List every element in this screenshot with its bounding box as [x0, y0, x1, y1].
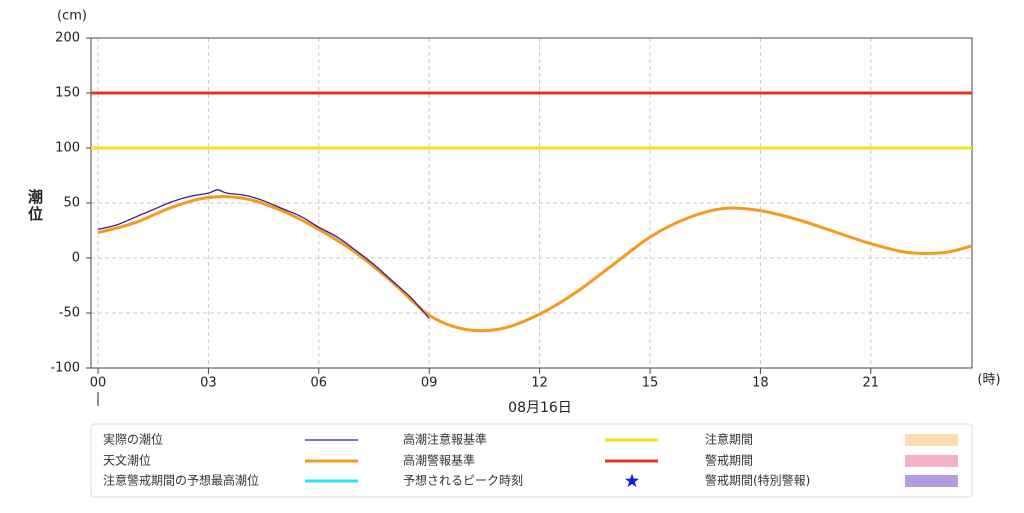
x-tick-label: 18 — [752, 376, 769, 391]
plot-frame — [90, 37, 973, 369]
y-tick-label: 100 — [55, 141, 80, 156]
x-tick-label: 03 — [200, 376, 217, 391]
x-tick-label: 21 — [863, 376, 880, 391]
y-axis-label: 潮位 — [26, 188, 44, 223]
legend-box — [90, 423, 973, 498]
legend-star — [624, 473, 640, 488]
legend-label: 予想されるピーク時刻 — [403, 473, 523, 488]
x-tick-label: 09 — [421, 376, 438, 391]
tide-line — [97, 189, 430, 319]
x-tick-label: 12 — [531, 376, 548, 391]
y-tick-label: -100 — [50, 361, 80, 376]
y-tick-label: 50 — [63, 196, 80, 211]
tide-line — [97, 195, 973, 333]
legend-label: 天文潮位 — [103, 453, 151, 468]
date-label: 08月16日 — [508, 400, 572, 416]
y-tick-label: -50 — [59, 306, 80, 321]
legend-label: 注意警戒期間の予想最高潮位 — [103, 473, 259, 488]
legend-label: 警戒期間(特別警報) — [705, 473, 810, 488]
legend-label: 注意期間 — [705, 432, 753, 447]
x-unit: (時) — [977, 373, 1000, 388]
y-tick-label: 0 — [72, 251, 80, 266]
x-tick-label: 06 — [311, 376, 328, 391]
y-unit: (cm) — [57, 9, 87, 24]
legend-label: 警戒期間 — [705, 453, 753, 468]
y-tick-label: 200 — [55, 31, 80, 46]
x-tick-label: 15 — [642, 376, 659, 391]
legend-label: 高潮警報基準 — [403, 453, 475, 468]
legend-swatch — [905, 434, 958, 446]
legend-swatch — [905, 475, 958, 487]
y-tick-label: 150 — [55, 86, 80, 101]
legend-swatch — [905, 455, 958, 467]
legend-label: 実際の潮位 — [103, 432, 163, 447]
x-tick-label: 00 — [90, 376, 107, 391]
legend-label: 高潮注意報基準 — [403, 432, 487, 447]
